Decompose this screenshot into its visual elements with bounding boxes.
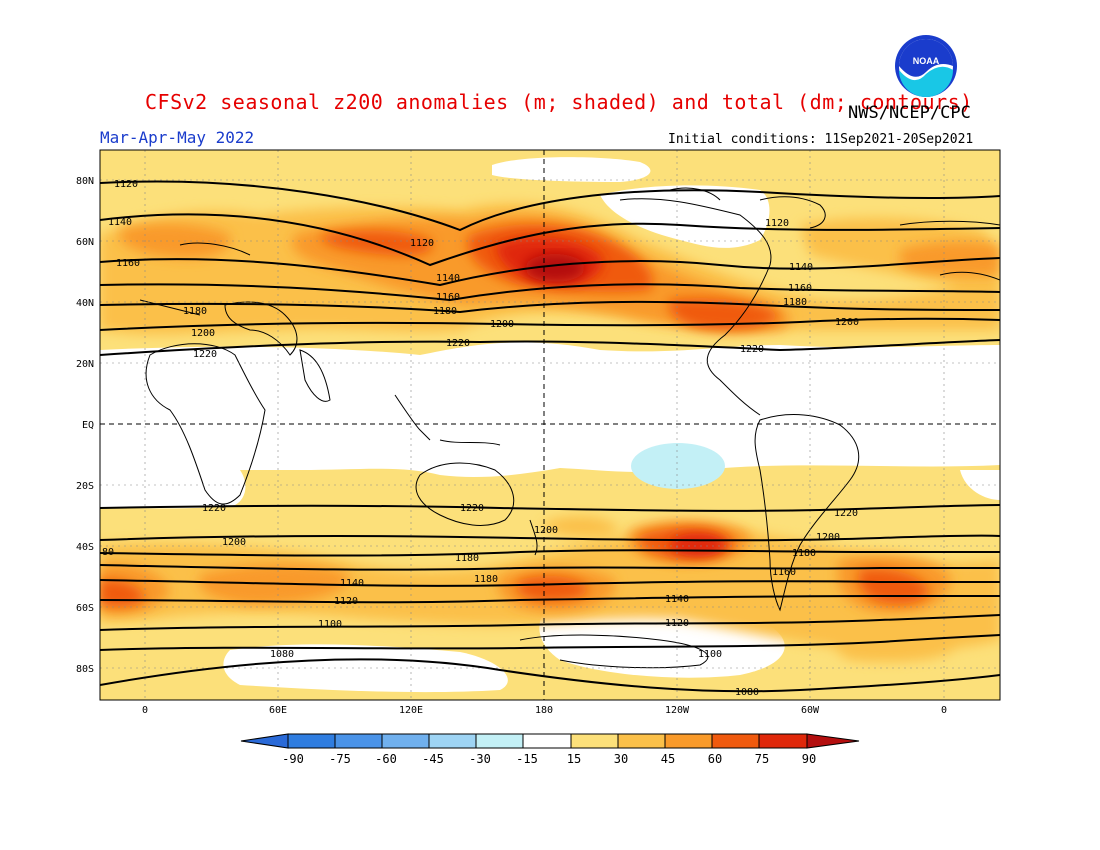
contour-label: 1200	[222, 537, 246, 548]
colorbar-swatch	[806, 733, 860, 749]
contour-label: 1200	[534, 525, 558, 536]
colorbar-tick-label: 15	[566, 752, 582, 766]
contour-label: 1120	[765, 218, 789, 229]
contour-label: 1180	[783, 297, 807, 308]
lat-label: 60S	[76, 603, 94, 614]
map-frame	[99, 149, 1001, 701]
contour-label: 1140	[340, 578, 364, 589]
lon-label: 0	[142, 705, 148, 716]
colorbar-swatch	[758, 733, 808, 749]
contour-label: 1080	[270, 649, 294, 660]
colorbar-tick-label: -30	[469, 752, 491, 766]
contour-label: 1180	[455, 553, 479, 564]
contour-label: 1140	[789, 262, 813, 273]
colorbar-swatch	[240, 733, 289, 749]
contour-label: 1180	[474, 574, 498, 585]
lon-label: 120E	[399, 705, 423, 716]
contour-label: 1200	[816, 532, 840, 543]
contour-label: 1120	[114, 179, 138, 190]
colorbar-swatch	[522, 733, 572, 749]
contour-label: 1220	[740, 344, 764, 355]
contour-label: 1200	[191, 328, 215, 339]
contour-label: 1120	[334, 596, 358, 607]
colorbar-tick-label: 90	[801, 752, 817, 766]
contour-label: 1100	[318, 619, 342, 630]
contour-label: 1180	[433, 306, 457, 317]
contour-label: 1200	[835, 317, 859, 328]
colorbar-swatch	[664, 733, 713, 749]
contour-label: 1080	[735, 687, 759, 698]
colorbar-swatch	[428, 733, 477, 749]
colorbar-swatch	[381, 733, 430, 749]
negative-anomaly-region	[631, 443, 725, 489]
lat-label: 80S	[76, 664, 94, 675]
map-title: CFSv2 seasonal z200 anomalies (m; shaded…	[145, 90, 973, 114]
contour-label: 1140	[436, 273, 460, 284]
contour-label: 1140	[108, 217, 132, 228]
colorbar-swatch	[711, 733, 760, 749]
contour-label: 1120	[410, 238, 434, 249]
height-contours	[100, 180, 1000, 693]
lat-label: 40S	[76, 542, 94, 553]
lat-label: 20N	[76, 359, 94, 370]
colorbar-swatch	[570, 733, 619, 749]
colorbar-swatch	[475, 733, 524, 749]
colorbar-tick-label: 75	[754, 752, 770, 766]
season-label: Mar-Apr-May 2022	[100, 128, 255, 147]
contour-label: 1160	[772, 567, 796, 578]
colorbar-tick-label: 45	[660, 752, 676, 766]
contour-label: 1220	[202, 503, 226, 514]
latitude-labels: 80N 60N 40N 20N EQ 20S 40S 60S 80S	[76, 176, 94, 675]
colorbar-tick-label: -75	[329, 752, 351, 766]
map-panel: 1120 1140 1160 1180 1200 1220 1120 1140 …	[100, 150, 1000, 700]
lat-lon-grid	[100, 150, 1000, 700]
lon-label: 180	[535, 705, 553, 716]
reference-lines	[100, 150, 1000, 700]
noaa-logo-icon: NOAA	[895, 35, 957, 97]
contour-label: 1220	[834, 508, 858, 519]
lat-label: 40N	[76, 298, 94, 309]
anomaly-90	[525, 254, 585, 282]
noaa-logo-text: NOAA	[913, 56, 940, 66]
lon-label: 0	[941, 705, 947, 716]
contour-label: 1220	[446, 338, 470, 349]
lon-label: 60E	[269, 705, 287, 716]
contour-label: 1120	[665, 618, 689, 629]
colorbar-tick-label: 60	[707, 752, 723, 766]
contour-label: 1160	[436, 292, 460, 303]
lat-label: EQ	[82, 420, 94, 431]
contour-label: 1180	[792, 548, 816, 559]
contour-label: 1220	[193, 349, 217, 360]
colorbar-tick-label: -60	[375, 752, 397, 766]
agency-label: NWS/NCEP/CPC	[848, 103, 971, 123]
lat-label: 60N	[76, 237, 94, 248]
contour-label: 1180	[183, 306, 207, 317]
contour-labels: 1120 1140 1160 1180 1200 1220 1120 1140 …	[102, 179, 859, 698]
contour-label: 1160	[788, 283, 812, 294]
lon-label: 60W	[801, 705, 820, 716]
contour-label: 1140	[665, 594, 689, 605]
contour-label: 80	[102, 547, 114, 558]
lat-label: 80N	[76, 176, 94, 187]
colorbar	[240, 733, 860, 749]
anomaly-60	[100, 224, 930, 607]
colorbar-tick-label: -15	[516, 752, 538, 766]
colorbar-swatch	[287, 733, 336, 749]
colorbar-tick-label: 30	[613, 752, 629, 766]
lon-label: 120W	[665, 705, 690, 716]
colorbar-tick-label: -90	[282, 752, 304, 766]
colorbar-tick-label: -45	[422, 752, 444, 766]
contour-label: 1160	[116, 258, 140, 269]
colorbar-swatch	[334, 733, 383, 749]
contour-label: 1220	[460, 503, 484, 514]
colorbar-swatch	[617, 733, 666, 749]
contour-label: 1100	[698, 649, 722, 660]
contour-label: 1200	[490, 319, 514, 330]
lat-label: 20S	[76, 481, 94, 492]
initial-conditions-label: Initial conditions: 11Sep2021-20Sep2021	[668, 132, 974, 147]
longitude-labels: 0 60E 120E 180 120W 60W 0	[142, 705, 947, 716]
